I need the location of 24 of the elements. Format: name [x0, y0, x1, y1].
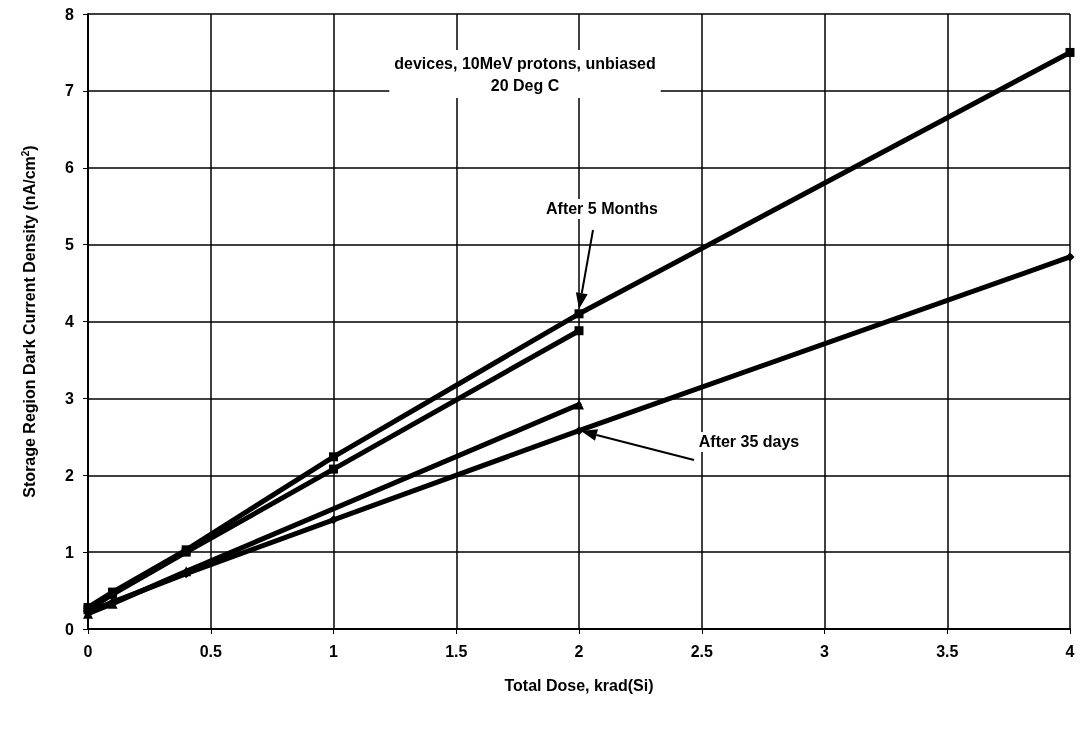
y-tick-label: 0: [65, 620, 75, 638]
text: devices, 10MeV protons, unbiased: [394, 54, 656, 72]
annotation: After 35 days: [695, 432, 803, 452]
x-tick-label: 2.5: [690, 642, 713, 660]
y-tick-label: 3: [65, 389, 75, 407]
x-tick-label: 0.5: [199, 642, 222, 660]
y-axis-title: Storage Region Dark Current Density (nA/cm2): [19, 145, 38, 498]
x-tick-label: 0: [83, 642, 93, 660]
x-tick-label: 3.5: [936, 642, 959, 660]
x-tick-label: 2: [574, 642, 584, 660]
x-tick-label: 4: [1065, 642, 1075, 660]
y-tick-label: 7: [65, 82, 75, 100]
x-tick-label: 1: [329, 642, 339, 660]
x-tick-label: 1.5: [445, 642, 468, 660]
y-tick-label: 4: [65, 313, 75, 330]
y-tick-label: 1: [65, 543, 75, 561]
x-axis-title: Total Dose, krad(Si): [504, 676, 654, 694]
text: 20 Deg C: [490, 76, 560, 94]
y-tick-label: 2: [65, 466, 75, 484]
x-tick-label: 3: [820, 642, 830, 660]
y-tick-label: 5: [65, 236, 75, 254]
y-tick-label: 8: [65, 5, 75, 23]
y-tick-label: 6: [65, 159, 75, 177]
annotation: After 5 Months: [543, 199, 661, 219]
